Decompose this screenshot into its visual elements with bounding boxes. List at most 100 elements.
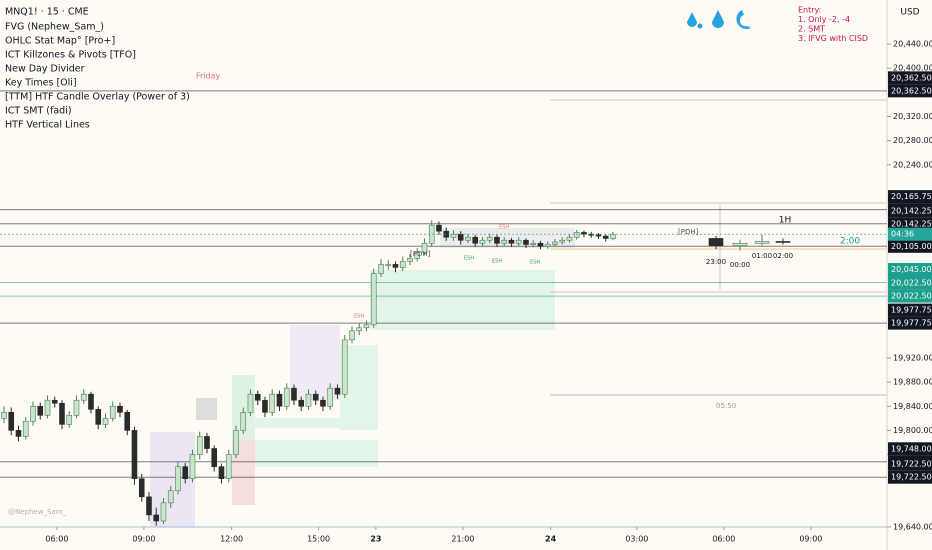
- candle-body: [182, 466, 189, 480]
- indicator-label: Key Times [Oli]: [5, 78, 77, 89]
- candle-body: [334, 387, 341, 395]
- candle-body: [479, 239, 486, 244]
- candle-body: [291, 387, 297, 401]
- x-tick-label: 23: [370, 535, 381, 544]
- candle-body: [51, 399, 58, 404]
- annotation: ESH: [464, 256, 474, 262]
- zone: [255, 440, 378, 467]
- y-tick-label: 20,440.00: [893, 40, 932, 49]
- candle-body: [240, 412, 247, 431]
- candle-body: [8, 412, 15, 431]
- candle-body: [88, 393, 94, 410]
- currency: USD: [900, 8, 919, 18]
- candle-body: [109, 405, 116, 419]
- candle-body: [494, 236, 500, 244]
- indicator-label: [TTM] HTF Candle Overlay (Power of 3): [5, 92, 190, 103]
- candle-body: [117, 405, 123, 413]
- icons: [687, 10, 751, 30]
- candle-body: [399, 261, 406, 268]
- candle-body: [465, 236, 471, 241]
- candle-body: [327, 387, 334, 407]
- indicator-label: ICT Killzones & Pivots [TFO]: [5, 50, 136, 61]
- price-label-box: [888, 303, 932, 317]
- price-label-box: [888, 316, 932, 330]
- y-tick-label: 20,320.00: [893, 112, 932, 121]
- indicator-label: FVG (Nephew_Sam_): [5, 22, 104, 33]
- candle-body: [305, 393, 312, 407]
- candle-body: [254, 393, 261, 401]
- candle-body: [544, 244, 551, 247]
- candle-body: [436, 224, 442, 232]
- candle-body: [501, 239, 508, 244]
- htf-title: 1H: [779, 216, 792, 226]
- candle-body: [559, 239, 566, 243]
- x-tick-label: 12:00: [220, 535, 243, 544]
- price-label: 19,977.75: [891, 306, 932, 315]
- note: 2. SMT: [798, 25, 825, 34]
- price-label-box: [888, 204, 932, 218]
- x-tick-label: 03:00: [625, 535, 648, 544]
- indicator-label: OHLC Stat Map° [Pro+]: [5, 36, 115, 47]
- annotation: Friday: [196, 72, 221, 81]
- candle-body: [407, 258, 413, 262]
- candle-body: [153, 514, 160, 522]
- y-tick-label: 19,920.00: [893, 353, 932, 362]
- candle-body: [486, 236, 493, 241]
- candle-body: [298, 399, 305, 407]
- candle-body: [530, 242, 537, 245]
- zone: [232, 440, 255, 505]
- candle-body: [581, 232, 587, 235]
- candle-body: [22, 421, 29, 437]
- candle-body: [138, 478, 145, 498]
- candle-body: [262, 399, 268, 413]
- candle-body: [523, 239, 529, 245]
- annotation: ESH: [354, 314, 364, 320]
- price-label-box: [888, 239, 932, 253]
- candle-body: [349, 330, 355, 341]
- price-label: 20,142.25: [891, 206, 932, 215]
- x-tick-label: 06:00: [45, 535, 68, 544]
- candle-body: [370, 273, 377, 326]
- annotation: [PDH]: [678, 228, 699, 236]
- candle-body: [363, 324, 370, 329]
- candle-body: [421, 242, 428, 253]
- y-tick-label: 19,880.00: [893, 378, 932, 387]
- candle-body: [204, 436, 210, 449]
- candle-body: [283, 387, 290, 407]
- x-tick-label: 09:00: [799, 535, 822, 544]
- htf-label: 23:00: [706, 258, 726, 266]
- annotation: @Nephew_Sam_: [8, 508, 67, 516]
- price-label: 20,045.00: [891, 265, 932, 274]
- y-tick-label: 20,240.00: [893, 160, 932, 169]
- x-tick-label: 09:00: [132, 535, 155, 544]
- candle-body: [73, 399, 80, 416]
- htf-label: 00:00: [730, 261, 750, 269]
- candle-body: [175, 466, 181, 492]
- zone: [290, 325, 340, 400]
- candle-body: [472, 236, 479, 244]
- indicator-label: New Day Divider: [5, 64, 85, 75]
- zone: [370, 270, 555, 330]
- candle-body: [775, 241, 791, 243]
- candle-body: [211, 448, 218, 467]
- candle-body: [356, 327, 363, 332]
- candle-body: [15, 430, 22, 437]
- price-label: 20,362.50: [891, 86, 932, 95]
- candle-body: [276, 393, 283, 407]
- candle-body: [196, 436, 203, 455]
- candle-body: [37, 405, 44, 416]
- annotation: 05:50: [716, 402, 736, 410]
- candle-body: [312, 393, 319, 401]
- annotation: ESH: [492, 259, 502, 265]
- candle-body: [602, 235, 609, 239]
- candle-body: [392, 264, 399, 268]
- candle-body: [189, 454, 196, 480]
- indicator-label: ICT SMT (fadi): [5, 106, 72, 117]
- candle-body: [44, 399, 51, 416]
- y-tick-label: 19,640.00: [893, 523, 932, 532]
- x-tick-label: 15:00: [307, 535, 330, 544]
- candle-body: [131, 430, 138, 480]
- candle-body: [385, 264, 392, 266]
- price-label: 20,105.00: [891, 242, 932, 251]
- annotation: ESH: [499, 225, 509, 231]
